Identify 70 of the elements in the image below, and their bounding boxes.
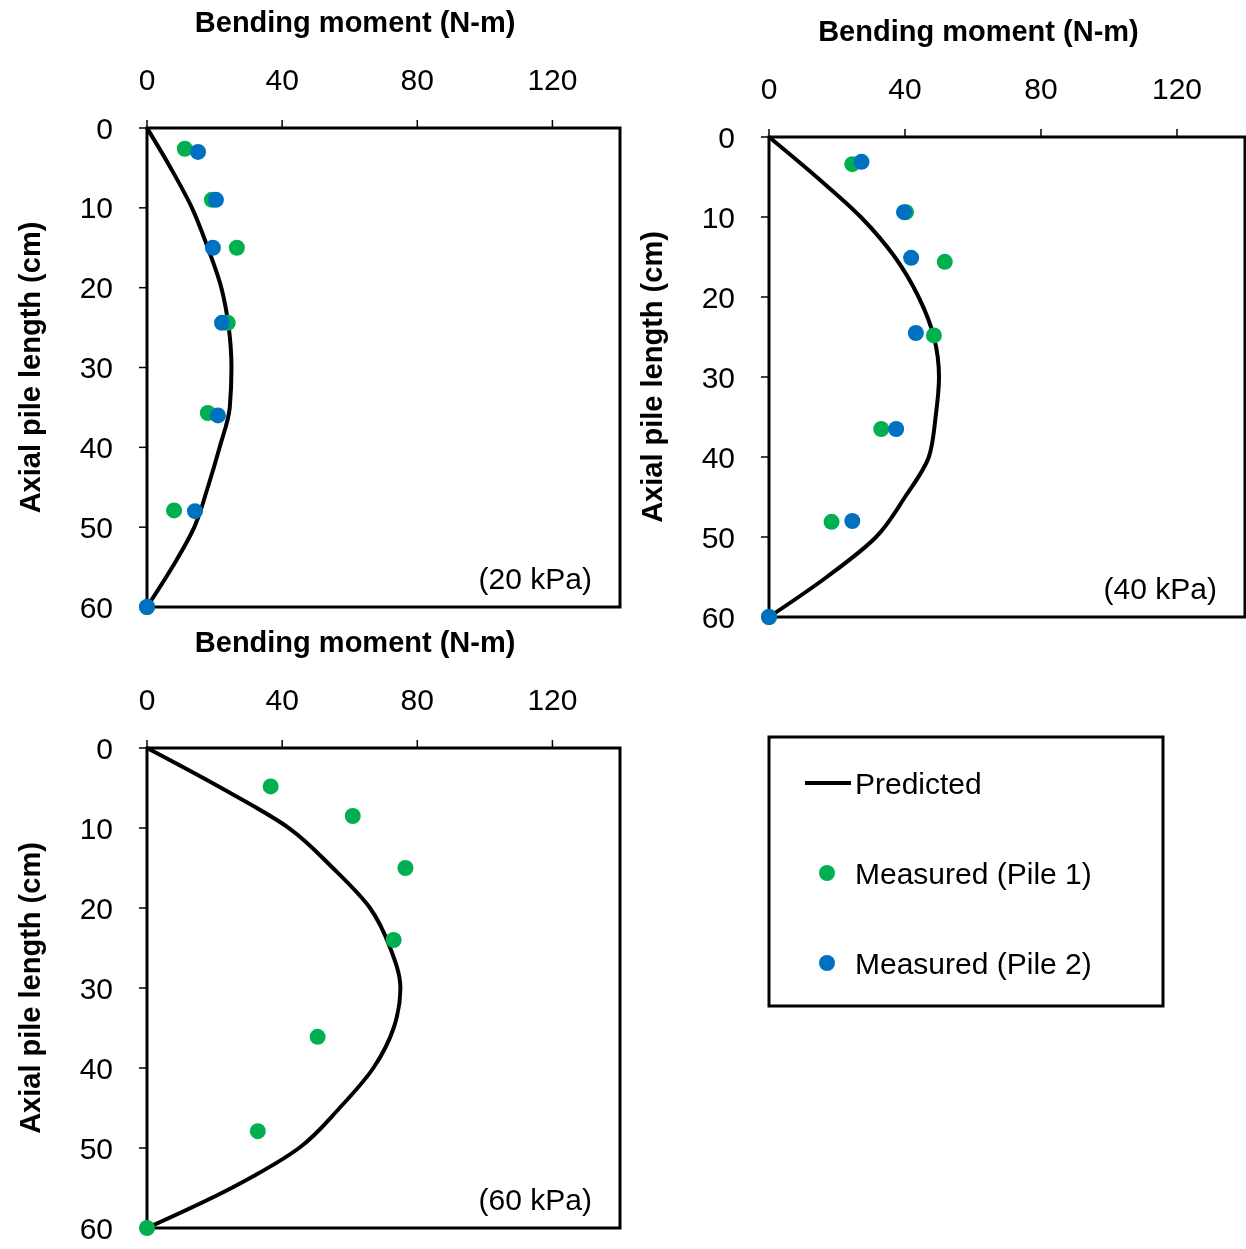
point	[873, 421, 890, 437]
legend-label: Measured (Pile 1)	[855, 856, 1092, 890]
x-tick-label: 80	[1024, 72, 1058, 105]
point	[397, 860, 414, 876]
y-tick-label: 10	[79, 191, 113, 225]
y-tick-label: 50	[79, 510, 113, 544]
y-tick-label: 30	[79, 971, 113, 1005]
annotation: (40 kPa)	[1103, 572, 1217, 605]
point	[903, 249, 920, 266]
x-axis-title: Bending moment (N-m)	[818, 15, 1139, 47]
x-tick-label: 40	[265, 63, 299, 96]
point	[262, 778, 279, 795]
x-axis-title: Bending moment (N-m)	[194, 626, 516, 658]
point	[228, 239, 245, 256]
legend-label: Measured (Pile 2)	[855, 946, 1092, 980]
x-tick-label: 80	[400, 683, 434, 716]
point	[888, 421, 905, 437]
y-tick-label: 20	[79, 271, 113, 305]
y-tick-label: 30	[701, 360, 735, 394]
y-axis-title: Axial pile length (cm)	[14, 842, 46, 1134]
y-tick-label: 50	[79, 1131, 113, 1165]
point	[176, 140, 193, 157]
y-tick-label: 0	[96, 731, 113, 765]
x-tick-label: 80	[400, 63, 434, 96]
y-tick-label: 40	[701, 440, 735, 474]
point	[823, 513, 840, 530]
point	[853, 153, 870, 170]
annotation: (20 kPa)	[478, 562, 592, 595]
x-tick-label: 120	[527, 683, 578, 716]
y-tick-label: 60	[79, 1211, 113, 1245]
point	[385, 932, 402, 948]
x-tick-label: 0	[760, 72, 778, 105]
x-tick-label: 40	[265, 683, 299, 716]
point	[209, 407, 226, 424]
point	[139, 1220, 155, 1236]
y-tick-label: 40	[79, 1051, 113, 1085]
y-tick-label: 20	[79, 891, 113, 925]
x-tick-label: 0	[138, 63, 156, 96]
y-tick-label: 0	[96, 111, 113, 145]
y-tick-label: 20	[701, 280, 735, 314]
x-tick-label: 40	[888, 72, 922, 105]
y-axis-title: Axial pile length (cm)	[14, 221, 46, 514]
point	[190, 143, 207, 160]
x-tick-label: 120	[1151, 72, 1203, 105]
x-tick-label: 120	[527, 63, 578, 96]
y-tick-label: 60	[79, 590, 113, 624]
y-tick-label: 10	[701, 200, 735, 234]
point	[249, 1123, 266, 1140]
y-tick-label: 0	[718, 120, 735, 154]
x-tick-label: 0	[138, 683, 156, 716]
y-axis-title: Axial pile length (cm)	[636, 231, 668, 523]
point	[166, 502, 183, 519]
y-tick-label: 40	[79, 430, 113, 464]
y-tick-label: 50	[701, 520, 735, 554]
y-tick-label: 30	[79, 351, 113, 384]
point	[925, 327, 942, 344]
y-tick-label: 60	[701, 600, 735, 634]
point	[204, 239, 221, 256]
legend-label: Predicted	[855, 766, 982, 800]
point	[907, 325, 924, 341]
annotation: (60 kPa)	[478, 1183, 592, 1216]
x-axis-title: Bending moment (N-m)	[194, 6, 516, 38]
point	[309, 1028, 326, 1045]
point	[936, 253, 953, 270]
point	[344, 808, 361, 824]
point	[186, 503, 203, 520]
point	[207, 191, 224, 208]
y-tick-label: 10	[79, 811, 113, 845]
point	[214, 314, 230, 331]
point	[844, 513, 861, 529]
